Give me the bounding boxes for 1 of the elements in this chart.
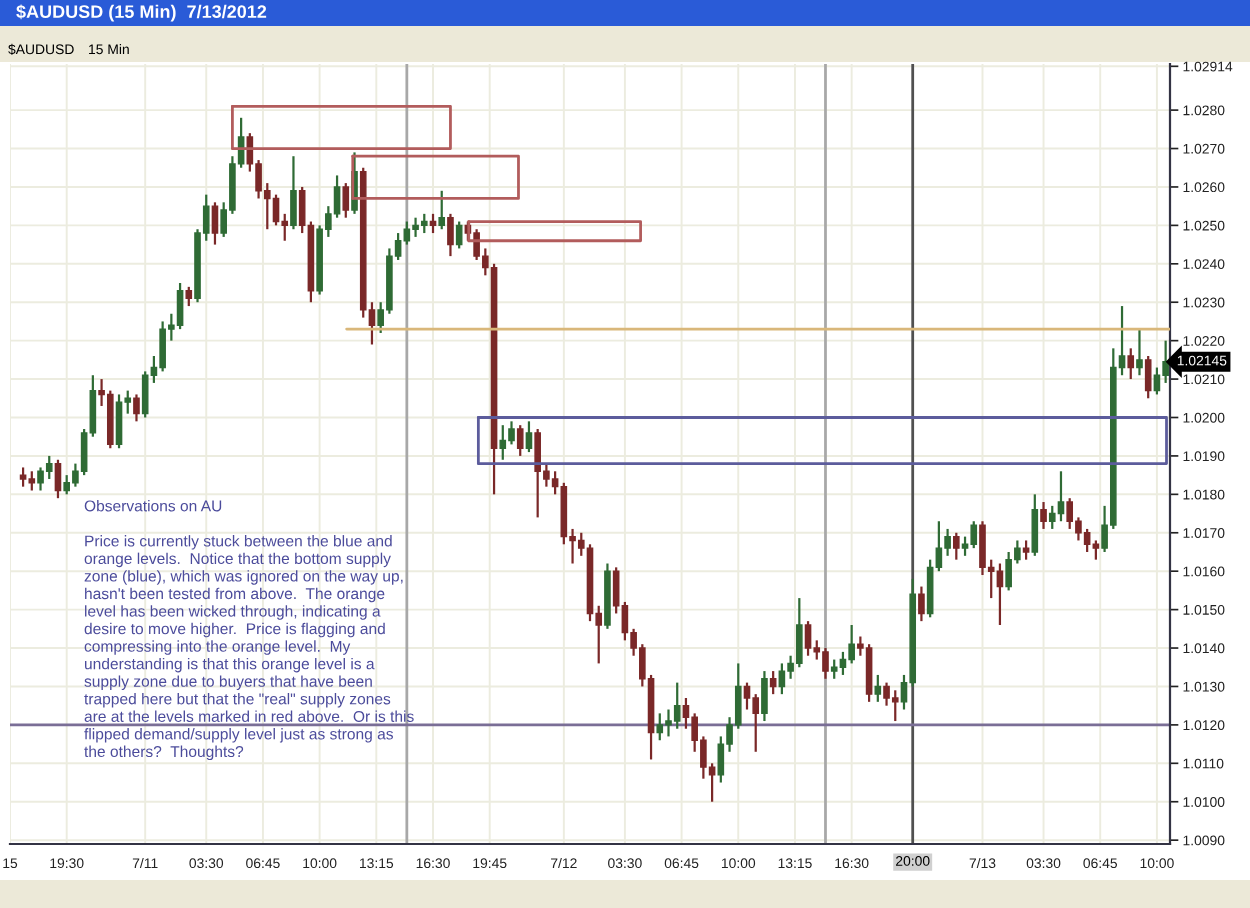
chart-title: $AUDUSD (15 Min) 7/13/2012: [16, 4, 267, 22]
